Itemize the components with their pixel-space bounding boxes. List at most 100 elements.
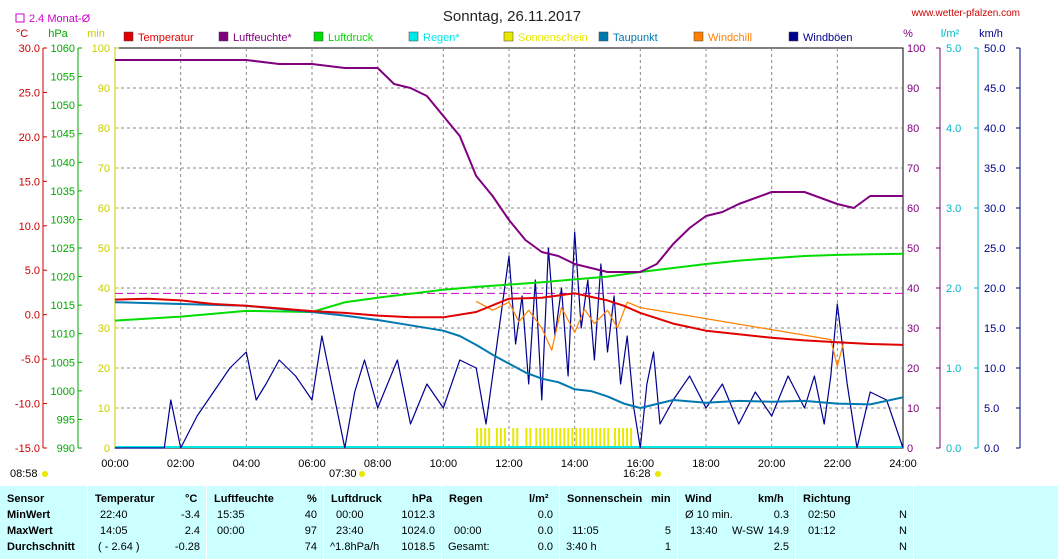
stats-col-sunshine: Sonnenschein min 11:05 5 3:40 h 1 — [560, 486, 678, 559]
sunrise-label: 07:30 — [329, 468, 357, 480]
hum-max-time: 00:00 — [217, 525, 245, 537]
rain-min: 0.0 — [537, 509, 553, 521]
celsius-axis-tick-label: 20.0 — [19, 132, 40, 144]
celsius-axis-tick-label: 5.0 — [25, 265, 40, 277]
sun-icon — [42, 471, 48, 477]
hpa-axis-tick-label: 1035 — [51, 186, 75, 198]
minutes-axis-tick-label: 0 — [104, 443, 110, 455]
legend-label: Windchill — [708, 32, 752, 44]
time-tick-label: 10:00 — [430, 458, 458, 470]
legend-swatch — [408, 31, 419, 42]
sunshine-bar — [480, 428, 483, 448]
temp-avg: -0.28 — [174, 541, 200, 553]
sunshine-bar — [614, 428, 617, 448]
legend-label: Sonnenschein — [518, 32, 588, 44]
time-tick-label: 18:00 — [692, 458, 720, 470]
percent-axis-tick-label: 50 — [907, 243, 919, 255]
kmh-axis-tick-label: 40.0 — [984, 123, 1005, 135]
dir-max: N — [899, 525, 907, 537]
sunshine-bar — [599, 428, 602, 448]
rain-max: 0.0 — [537, 525, 553, 537]
minutes-axis-tick-label: 80 — [98, 123, 110, 135]
hpa-axis-tick-label: 1010 — [51, 329, 75, 341]
sunshine-bar — [499, 428, 502, 448]
temp-max: 2.4 — [184, 525, 200, 537]
percent-axis-tick-label: 90 — [907, 83, 919, 95]
wind-min-note: Ø 10 min. — [685, 509, 733, 521]
sunshine-bar — [488, 428, 491, 448]
row-label-max: MaxWert — [7, 525, 53, 537]
dir-min-time: 02:50 — [808, 509, 836, 521]
temperature-header: Temperatur — [95, 493, 155, 505]
sunshine-bar — [622, 428, 625, 448]
temperature-unit: °C — [185, 493, 198, 505]
sunshine-bar — [559, 428, 562, 448]
legend-swatch — [123, 31, 134, 42]
wind-min: 0.3 — [773, 509, 789, 521]
site-link[interactable]: www.wetter-pfalzen.com — [911, 8, 1020, 19]
legend-swatch — [788, 31, 799, 42]
hpa-axis-tick-label: 1055 — [51, 72, 75, 84]
sunset-label: 16:28 — [623, 468, 651, 480]
kmh-axis-tick-label: 15.0 — [984, 323, 1005, 335]
rain-unit: l/m² — [529, 493, 549, 505]
temp-avg-note: ( - 2.64 ) — [98, 541, 140, 553]
time-tick-label: 14:00 — [561, 458, 589, 470]
stats-col-wind: Wind km/h Ø 10 min. 0.3 13:40 W-SW 14.9 … — [678, 486, 796, 559]
time-tick-label: 24:00 — [889, 458, 917, 470]
stats-col-humidity: Luftfeuchte % 15:35 40 00:00 97 74 — [207, 486, 324, 559]
time-tick-label: 00:00 — [101, 458, 129, 470]
row-label-min: MinWert — [7, 509, 51, 521]
minutes-axis-tick-label: 90 — [98, 83, 110, 95]
pres-avg: 1018.5 — [401, 541, 435, 553]
hpa-axis-tick-label: 990 — [57, 443, 75, 455]
chart-title: Sonntag, 26.11.2017 — [443, 8, 581, 25]
minutes-axis-tick-label: 40 — [98, 283, 110, 295]
legend-swatch — [503, 31, 514, 42]
series-line-luftfeuchte — [115, 59, 903, 273]
legend-label: Luftfeuchte* — [233, 32, 292, 44]
sunshine-bar — [603, 428, 606, 448]
kmh-axis-tick-label: 0.0 — [984, 443, 999, 455]
percent-axis-tick-label: 100 — [907, 43, 925, 55]
kmh-axis-tick-label: 50.0 — [984, 43, 1005, 55]
hpa-axis-tick-label: 1050 — [51, 100, 75, 112]
rain-axis-tick-label: 0.0 — [946, 443, 961, 455]
celsius-axis-tick-label: 15.0 — [19, 176, 40, 188]
legend-swatch — [693, 31, 704, 42]
minutes-axis-tick-label: 10 — [98, 403, 110, 415]
chart-grid — [114, 47, 904, 449]
sunshine-bar — [571, 428, 574, 448]
minutes-axis-tick-label: 100 — [92, 43, 110, 55]
percent-axis-tick-label: 30 — [907, 323, 919, 335]
data-series — [114, 59, 904, 449]
sunshine-unit: min — [651, 493, 671, 505]
mean-marker-icon — [15, 13, 25, 23]
temp-min: -3.4 — [181, 509, 200, 521]
dir-max-time: 01:12 — [808, 525, 836, 537]
sunshine-bar — [563, 428, 566, 448]
kmh-axis-tick-label: 25.0 — [984, 243, 1005, 255]
rain-header: Regen — [449, 493, 483, 505]
hpa-axis-tick-label: 1005 — [51, 357, 75, 369]
time-tick-label: 22:00 — [824, 458, 852, 470]
percent-axis-tick-label: 70 — [907, 163, 919, 175]
weather-chart: 30.0 25.0 20.0 15.0 10.0 5.0 0.0 -5.0 -10.0 -15.0… — [10, 8, 1021, 480]
celsius-axis-tick-label: -10.0 — [15, 399, 40, 411]
percent-axis-tick-label: 0 — [907, 443, 913, 455]
rain-axis-tick-label: 1.0 — [946, 363, 961, 375]
percent-axis-tick-label: 20 — [907, 363, 919, 375]
dir-min: N — [899, 509, 907, 521]
sunset-icon — [655, 471, 661, 477]
pres-max-time: 23:40 — [336, 525, 364, 537]
sunshine-bar — [535, 428, 538, 448]
temp-min-time: 22:40 — [100, 509, 128, 521]
time-tick-label: 08:00 — [364, 458, 392, 470]
legend-label: Temperatur — [138, 32, 194, 44]
sunshine-bar — [607, 428, 610, 448]
sunshine-bar — [529, 428, 532, 448]
stats-col-direction: Richtung 02:50 N 01:12 N N — [796, 486, 914, 559]
kmh-axis-tick-label: 30.0 — [984, 203, 1005, 215]
kmh-axis-tick-label: 45.0 — [984, 83, 1005, 95]
direction-header: Richtung — [803, 493, 851, 505]
